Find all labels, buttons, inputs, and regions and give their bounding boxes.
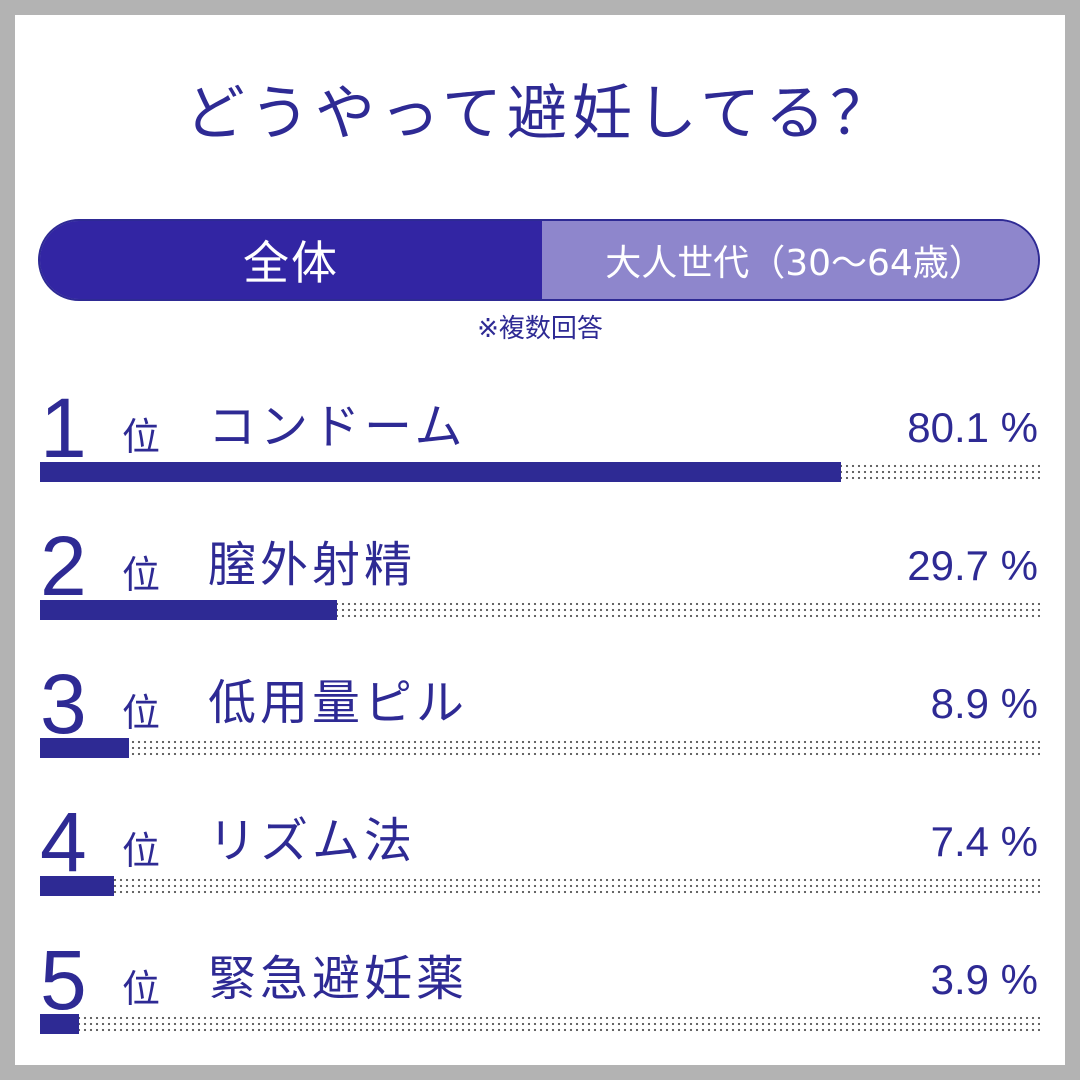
rank-number: 2 [40,519,87,613]
rank-unit-label: 位 [122,553,161,597]
category-label: 低用量ピル [208,675,469,731]
bar-2 [40,600,337,620]
bar-track [40,876,1040,896]
category-label: 膣外射精 [208,537,417,593]
bar-1 [40,462,841,482]
rank-row-3: 3 位 低用量ピル 8.9 % [0,656,1080,796]
bar-track [40,1014,1040,1034]
rank-row-4: 4 位 リズム法 7.4 % [0,794,1080,934]
rank-row-2: 2 位 膣外射精 29.7 % [0,518,1080,658]
rank-row-5: 5 位 緊急避妊薬 3.9 % [0,932,1080,1072]
rank-number: 4 [40,795,87,889]
category-label: リズム法 [208,813,417,869]
value-label: 7.4 % [930,818,1038,865]
bar-5 [40,1014,79,1034]
page-title: どうやって避妊してる？ [184,79,896,149]
rank-number: 1 [40,381,87,475]
value-label: 3.9 % [930,956,1038,1003]
bar-4 [40,876,114,896]
rank-row-1: 1 位 コンドーム 80.1 % [0,380,1080,520]
tab-bar: 全体 大人世代（30〜64歳） [38,219,1040,301]
rank-number: 3 [40,657,87,751]
bar-3 [40,738,129,758]
rank-number: 5 [40,933,87,1027]
tab-adult-generation[interactable]: 大人世代（30〜64歳） [542,221,1038,299]
value-label: 80.1 % [907,404,1038,451]
bar-track [40,600,1040,620]
value-label: 8.9 % [930,680,1038,727]
value-label: 29.7 % [907,542,1038,589]
bar-track [40,462,1040,482]
category-label: コンドーム [208,399,467,455]
bar-track [40,738,1040,758]
rank-unit-label: 位 [122,967,161,1011]
rank-unit-label: 位 [122,691,161,735]
rank-unit-label: 位 [122,415,161,459]
tab-overall[interactable]: 全体 [40,221,542,299]
rank-unit-label: 位 [122,829,161,873]
category-label: 緊急避妊薬 [208,951,469,1007]
multiple-answer-note: ※複数回答 [477,314,603,344]
